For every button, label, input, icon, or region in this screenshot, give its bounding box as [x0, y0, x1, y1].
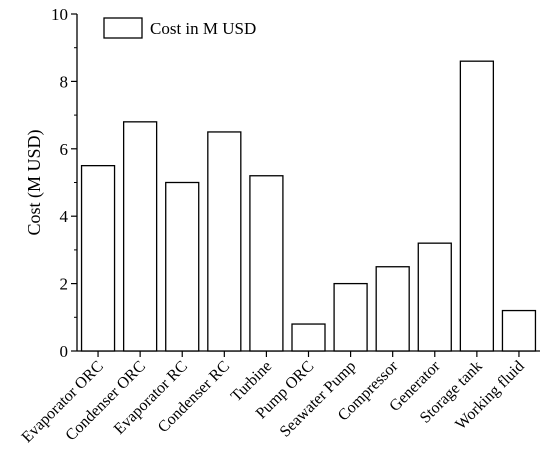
bar: [249, 175, 284, 352]
y-axis: 0 2 4 6 8 10: [51, 5, 77, 361]
bar: [417, 242, 452, 352]
y-tick-label: 2: [60, 275, 69, 294]
y-axis-title: Cost (M USD): [24, 129, 45, 235]
y-tick-label: 6: [60, 140, 69, 159]
x-tick-label: Evaporator RC: [111, 358, 191, 438]
y-tick-label: 10: [51, 5, 68, 24]
bar: [80, 164, 116, 352]
bar: [459, 60, 495, 352]
legend: Cost in M USD: [103, 17, 256, 39]
bar: [333, 282, 368, 352]
y-tick-label: 8: [60, 72, 69, 91]
y-tick-label: 4: [60, 207, 69, 226]
legend-swatch: [103, 17, 143, 39]
y-tick-label: 0: [60, 342, 69, 361]
bar: [165, 181, 200, 352]
bar: [501, 309, 537, 352]
bars: [80, 60, 537, 352]
bar: [375, 266, 410, 352]
bar: [122, 121, 158, 352]
bar: [207, 131, 242, 352]
bar: [291, 323, 326, 352]
legend-label: Cost in M USD: [150, 19, 256, 38]
